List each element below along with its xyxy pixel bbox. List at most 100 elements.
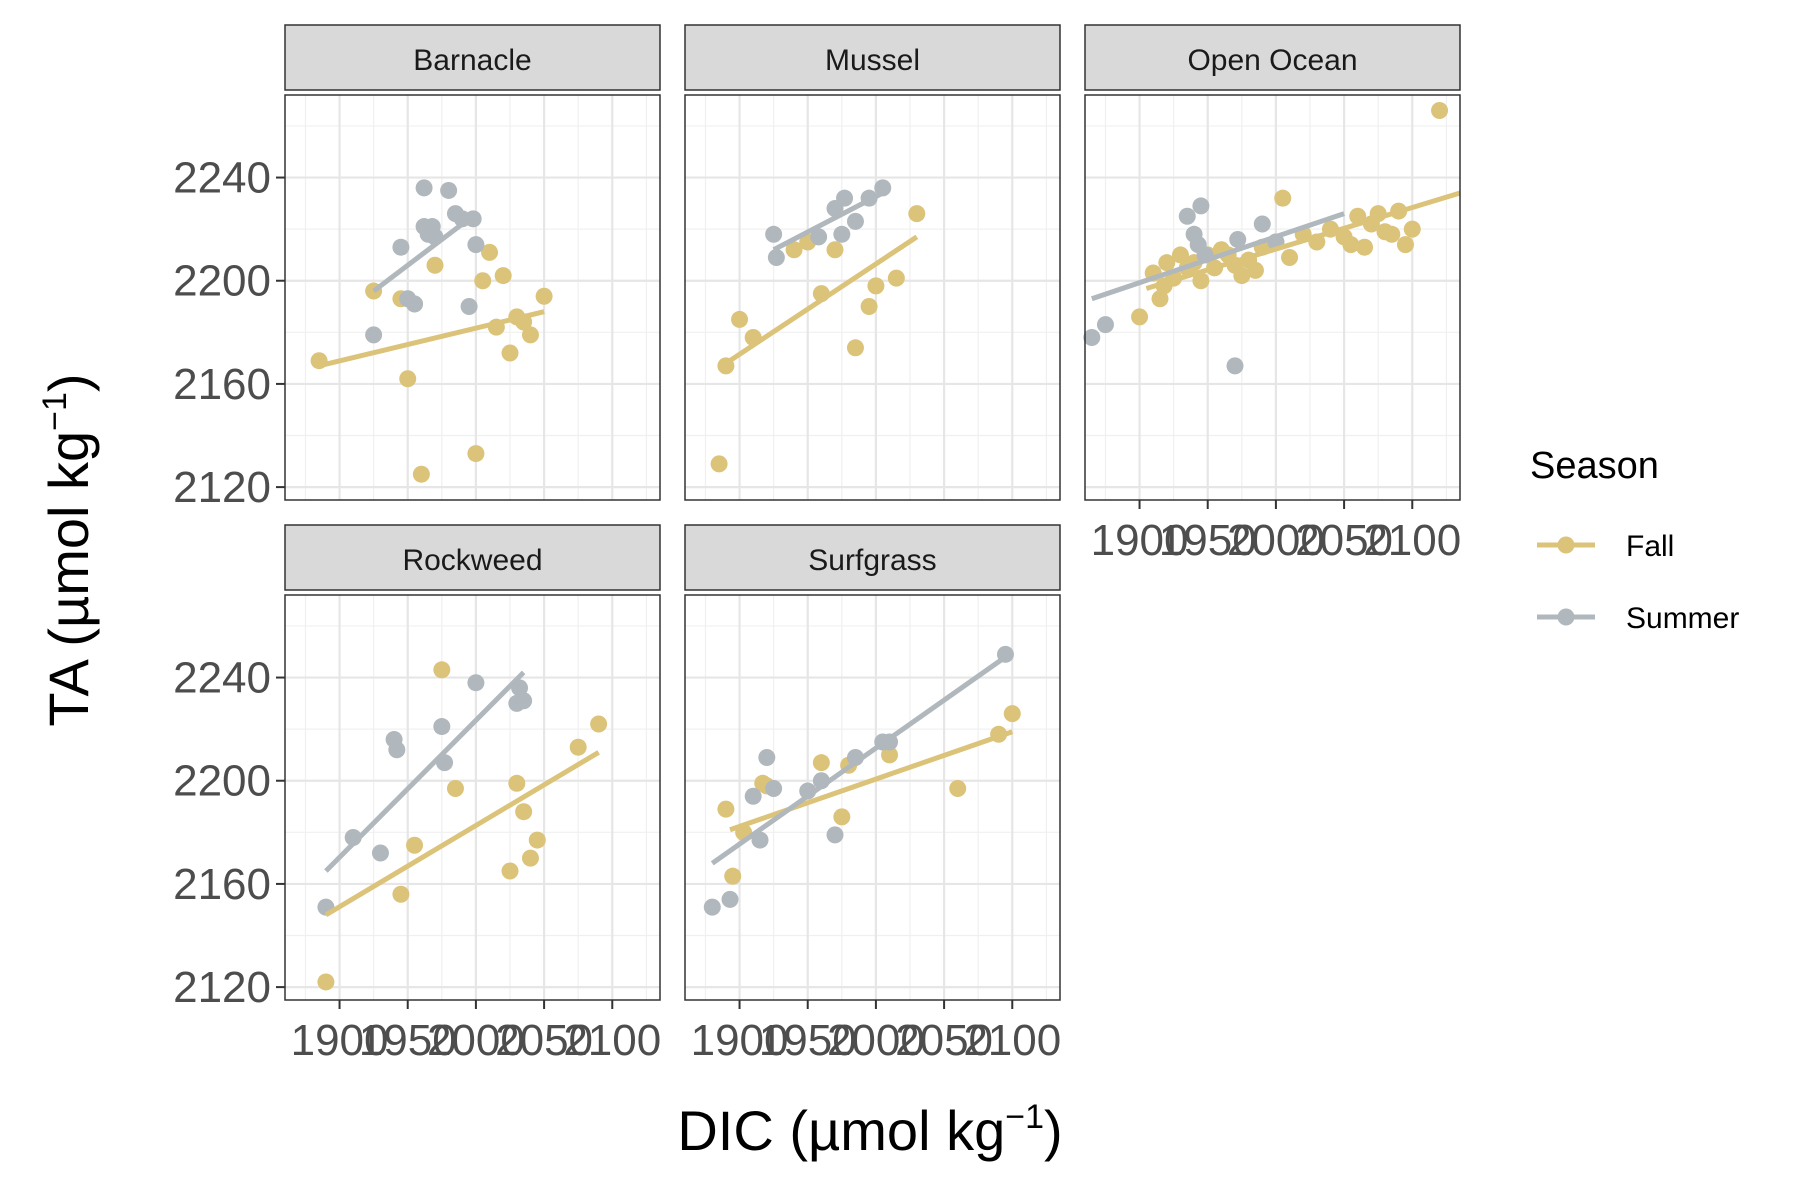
- fit-line-fall: [729, 729, 1014, 833]
- point-fall: [569, 738, 587, 756]
- point-summer: [833, 225, 851, 243]
- facet-label-barnacle: Barnacle: [413, 44, 531, 77]
- x-tick-label: 1900: [1091, 516, 1189, 565]
- point-fall: [1403, 220, 1421, 238]
- point-fall: [1274, 189, 1292, 207]
- point-summer: [744, 787, 762, 805]
- point-fall: [1171, 246, 1189, 264]
- point-fall: [590, 715, 608, 733]
- point-summer: [467, 236, 485, 254]
- point-fall: [515, 803, 533, 821]
- y-tick-label: 2120: [173, 963, 271, 1012]
- point-summer: [1083, 328, 1101, 346]
- point-fall: [867, 277, 885, 295]
- point-fall: [474, 272, 492, 290]
- legend-key-point-fall: [1557, 536, 1575, 554]
- point-fall: [1158, 254, 1176, 272]
- y-tick-label: 2240: [173, 654, 271, 703]
- point-fall: [812, 754, 830, 772]
- point-fall: [528, 831, 546, 849]
- x-tick-label: 2000: [427, 1016, 525, 1065]
- x-tick-label: 1950: [359, 1016, 457, 1065]
- fit-line-fall: [1145, 190, 1461, 291]
- point-fall: [731, 310, 749, 328]
- point-fall: [317, 973, 335, 991]
- point-fall: [392, 885, 410, 903]
- panel-rockweed: Rockweed 2120 2160 2200 2240 1900195020002050…: [173, 524, 661, 1065]
- point-fall: [785, 241, 803, 259]
- facet-label-rockweed: Rockweed: [402, 544, 542, 577]
- x-tick-label: 1900: [691, 1016, 789, 1065]
- point-fall: [860, 298, 878, 316]
- point-summer: [1253, 215, 1271, 233]
- point-summer: [515, 692, 533, 710]
- point-fall: [1192, 272, 1210, 290]
- panel-background: [685, 95, 1060, 500]
- fit-line-summer: [372, 216, 471, 294]
- panel-border: [684, 594, 1061, 1001]
- point-fall: [481, 243, 499, 261]
- point-fall: [501, 862, 519, 880]
- facet-label-open-ocean: Open Ocean: [1187, 44, 1357, 77]
- point-summer: [765, 225, 783, 243]
- point-fall: [406, 836, 424, 854]
- y-tick-label: 2200: [173, 757, 271, 806]
- point-summer: [1096, 316, 1114, 334]
- point-summer: [846, 212, 864, 230]
- point-summer: [836, 189, 854, 207]
- facet-strip-barnacle: [284, 24, 661, 91]
- fit-line-summer: [772, 190, 884, 252]
- legend-key-point-summer: [1557, 608, 1575, 626]
- point-fall: [1281, 249, 1299, 267]
- facet-strip-mussel: [684, 24, 1061, 91]
- point-summer: [433, 718, 451, 736]
- point-summer: [767, 249, 785, 267]
- point-summer: [826, 826, 844, 844]
- point-summer: [464, 210, 482, 228]
- point-fall: [521, 326, 539, 344]
- panel-background: [1085, 95, 1460, 500]
- point-summer: [1178, 207, 1196, 225]
- facet-strip-rockweed: [284, 524, 661, 591]
- x-tick-label: 2100: [963, 1016, 1061, 1065]
- point-fall: [1342, 236, 1360, 254]
- point-fall: [412, 465, 430, 483]
- fit-line-fall: [318, 309, 545, 369]
- x-tick-label: 1950: [1159, 516, 1257, 565]
- x-tick-label: 2100: [563, 1016, 661, 1065]
- point-fall: [1383, 225, 1401, 243]
- point-summer: [467, 674, 485, 692]
- svg-text:TA (µmol kg−1): TA (µmol kg−1): [36, 373, 100, 726]
- facet-strip-open-ocean: [1084, 24, 1461, 91]
- point-summer: [365, 326, 383, 344]
- point-summer: [751, 831, 769, 849]
- point-fall: [446, 779, 464, 797]
- point-fall: [826, 241, 844, 259]
- point-fall: [521, 849, 539, 867]
- point-fall: [426, 256, 444, 274]
- panel-border: [284, 594, 661, 1001]
- y-tick-label: 2160: [173, 360, 271, 409]
- point-fall: [1131, 308, 1149, 326]
- point-fall: [501, 344, 519, 362]
- legend-label-summer: Summer: [1626, 602, 1739, 635]
- point-summer: [758, 749, 776, 767]
- fit-line-summer: [1091, 211, 1345, 302]
- point-summer: [703, 898, 721, 916]
- fit-line-fall: [324, 750, 600, 918]
- point-summer: [440, 181, 458, 199]
- x-axis-title: DIC (µmol kg−1): [677, 1098, 1062, 1162]
- x-tick-label: 2050: [1295, 516, 1393, 565]
- panel-border: [684, 94, 1061, 501]
- point-summer: [392, 238, 410, 256]
- point-fall: [1003, 705, 1021, 723]
- panel-barnacle: Barnacle 2120 2160 2200 2240: [173, 24, 661, 512]
- point-fall: [535, 287, 553, 305]
- point-fall: [908, 205, 926, 223]
- point-fall: [710, 455, 728, 473]
- point-summer: [1226, 357, 1244, 375]
- point-fall: [949, 779, 967, 797]
- panel-mussel: Mussel: [684, 24, 1061, 501]
- fit-line-summer: [324, 670, 526, 873]
